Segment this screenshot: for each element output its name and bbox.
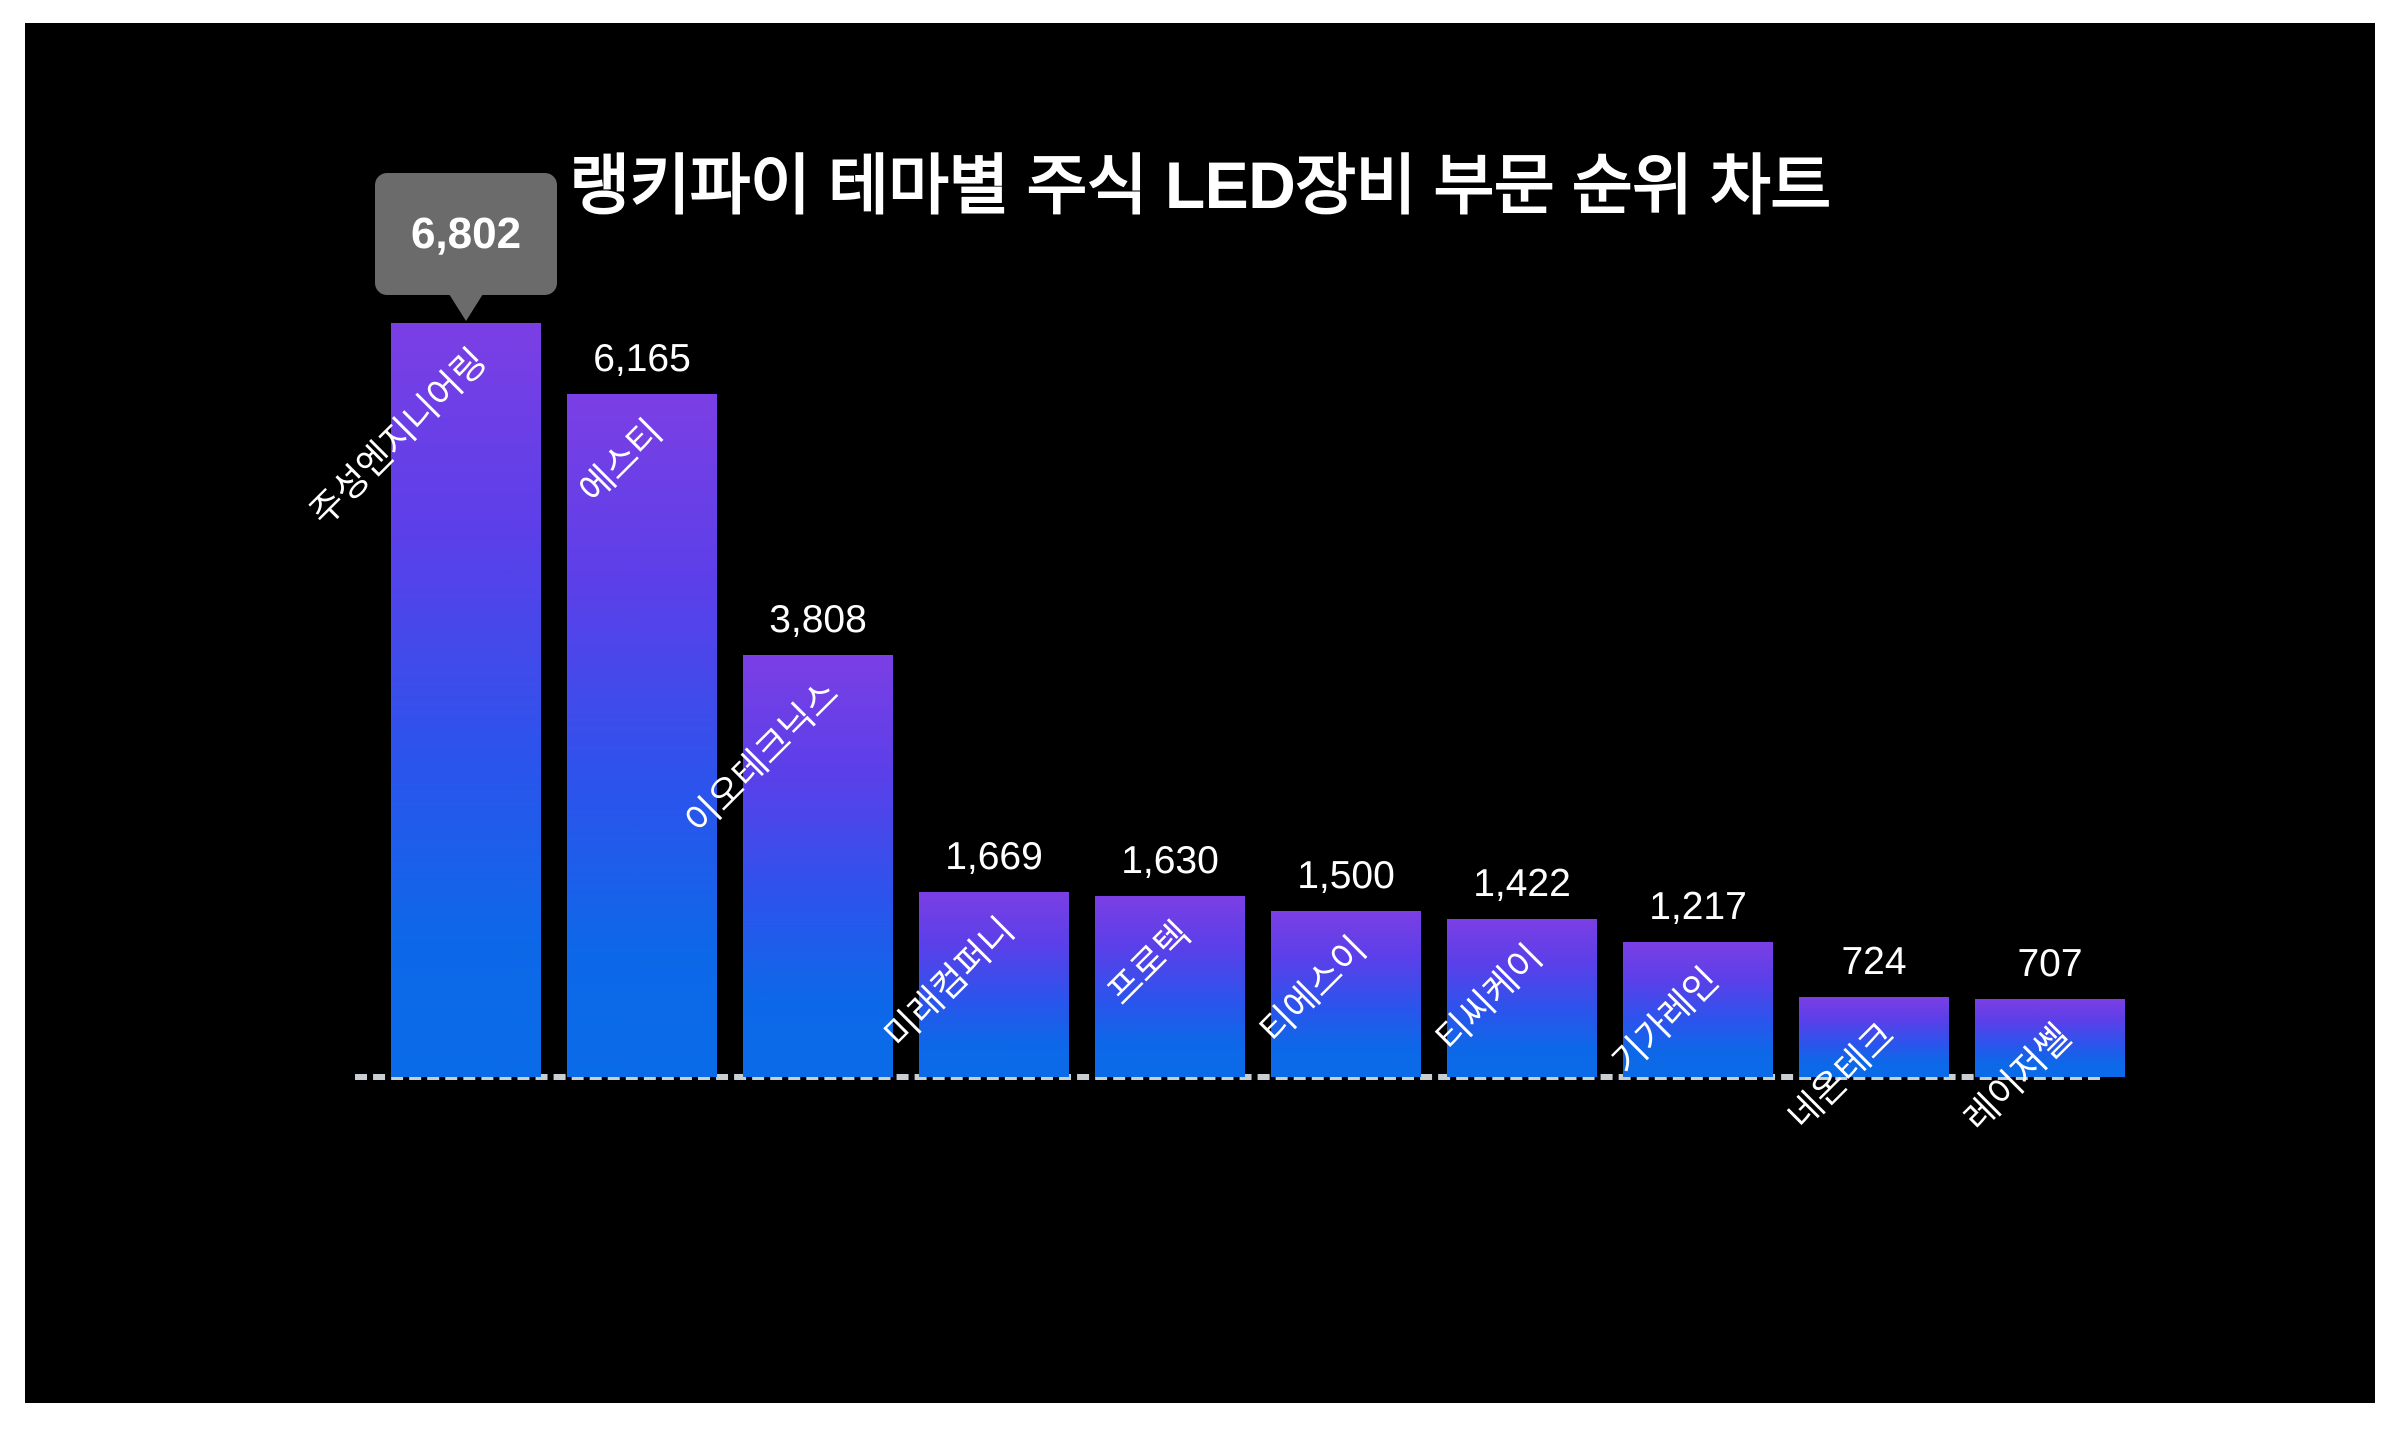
bar-column[interactable]: 1,500 티에스이 xyxy=(1252,856,1421,1077)
plot-area: 주성엔지니어링 6,165 에스티 3,808 이오테크닉스 1,669 미래컴퍼니 1,63… xyxy=(301,323,2125,1139)
bar-rect[interactable] xyxy=(1623,942,1773,1077)
bar-value-label: 707 xyxy=(2017,942,2083,985)
tooltip-pointer-icon xyxy=(449,294,483,321)
bar-rect[interactable] xyxy=(919,892,1069,1077)
bar-column[interactable]: 1,630 프로텍 xyxy=(1095,841,1245,1077)
chart-panel: 랭키파이 테마별 주식 LED장비 부문 순위 차트 주성엔지니어링 6,165 에… xyxy=(25,23,2375,1403)
bar-column[interactable]: 707 레이저쎌 xyxy=(1956,944,2125,1139)
bar-value-label: 724 xyxy=(1841,940,1907,983)
bar-rect[interactable] xyxy=(1975,999,2125,1077)
bar-column[interactable]: 6,165 에스티 xyxy=(567,339,717,1077)
bar-value-label: 1,217 xyxy=(1649,885,1747,928)
bar-column[interactable]: 1,669 미래컴퍼니 xyxy=(876,837,1069,1077)
bar-rect[interactable] xyxy=(1799,997,1949,1077)
bar-value-label: 1,630 xyxy=(1121,839,1219,882)
bar-value-label: 3,808 xyxy=(769,598,867,641)
tooltip-value-label: 6,802 xyxy=(410,209,522,258)
bar-value-label: 6,165 xyxy=(593,337,691,380)
bar-rect[interactable] xyxy=(1447,919,1597,1077)
bar-value-label: 1,669 xyxy=(945,835,1043,878)
bar-column[interactable]: 1,217 기가레인 xyxy=(1604,887,1773,1082)
value-tooltip: 6,802 xyxy=(375,173,557,321)
bar-rect[interactable] xyxy=(567,394,717,1077)
bar-value-label: 1,422 xyxy=(1473,862,1571,905)
bar-column[interactable]: 3,808 이오테크닉스 xyxy=(677,600,893,1077)
bar-rect[interactable] xyxy=(1271,911,1421,1077)
bar-column[interactable]: 주성엔지니어링 xyxy=(301,323,541,1077)
bar-rect[interactable] xyxy=(743,655,893,1077)
bar-rect[interactable] xyxy=(391,323,541,1077)
bar-rect[interactable] xyxy=(1095,896,1245,1077)
bar-value-label: 1,500 xyxy=(1297,854,1395,897)
page-title: 랭키파이 테마별 주식 LED장비 부문 순위 차트 xyxy=(569,148,1831,222)
bar-column[interactable]: 1,422 티씨케이 xyxy=(1428,864,1597,1077)
axis-baseline xyxy=(355,1074,2100,1080)
bar-column[interactable]: 724 네온테크 xyxy=(1780,942,1949,1137)
